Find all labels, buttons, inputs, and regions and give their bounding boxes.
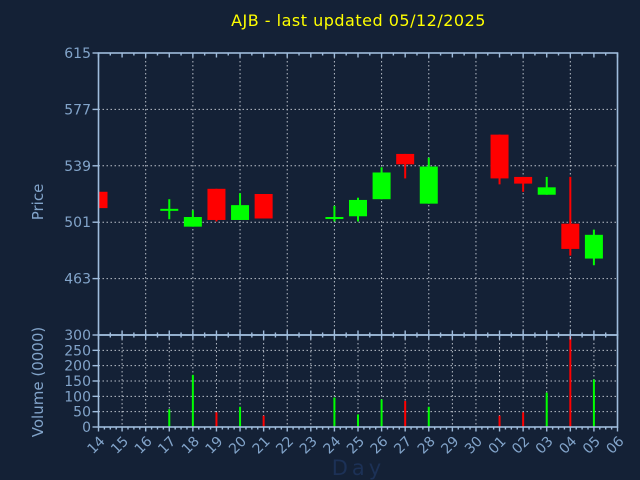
volume-tick-label: 150 (64, 374, 91, 390)
volume-tick-label: 0 (82, 420, 91, 436)
x-tick-label: 22 (273, 434, 297, 458)
price-tick-label: 539 (64, 159, 91, 175)
x-tick-label: 25 (344, 434, 368, 458)
gridlines (98, 53, 618, 427)
x-tick-label: 21 (250, 434, 274, 458)
volume-tick-label: 100 (64, 389, 91, 405)
x-tick-label: 24 (320, 433, 344, 457)
x-tick-label: 19 (202, 434, 226, 458)
candle-body (207, 188, 226, 220)
volume-axis-label: Volume (0000) (29, 326, 47, 438)
price-tick-label: 615 (64, 46, 91, 62)
x-tick-label: 14 (85, 433, 109, 457)
price-tick-label: 463 (64, 272, 91, 288)
x-tick-label: 02 (509, 434, 533, 458)
x-tick-label: 23 (297, 434, 321, 458)
candle-body (349, 199, 367, 217)
chart-title: AJB - last updated 05/12/2025 (231, 11, 486, 30)
candle-body (325, 217, 344, 220)
x-tick-label: 04 (556, 433, 580, 457)
candle-body (537, 187, 556, 195)
price-axis-label: Price (29, 183, 47, 221)
x-tick-label: 01 (486, 434, 510, 458)
price-tick-label: 501 (64, 215, 91, 231)
x-tick-label: 15 (108, 434, 132, 458)
x-tick-label: 17 (155, 434, 179, 458)
x-tick-label: 30 (462, 434, 486, 458)
x-tick-label: 20 (226, 434, 250, 458)
candle-body (231, 205, 250, 220)
volume-tick-label: 50 (73, 405, 91, 421)
volume-tick-label: 200 (64, 359, 91, 375)
x-tick-label: 05 (580, 434, 604, 458)
candle-body (561, 223, 580, 249)
candle-body (396, 153, 415, 165)
volume-bars (168, 336, 595, 427)
x-tick-label: 27 (391, 434, 415, 458)
candle-body (584, 234, 603, 259)
x-tick-label: 06 (604, 433, 628, 457)
tick-marks (92, 52, 619, 432)
candles (98, 134, 603, 266)
x-tick-label: 18 (179, 434, 203, 458)
x-tick-label: 28 (415, 434, 439, 458)
candle-body (254, 194, 273, 219)
x-tick-label: 29 (438, 434, 462, 458)
x-tick-label: 16 (132, 433, 156, 457)
candle-body (490, 134, 509, 179)
candle-body (419, 166, 438, 204)
candle-body (372, 172, 391, 200)
price-tick-label: 577 (64, 102, 91, 118)
volume-tick-label: 250 (64, 343, 91, 359)
candle-body (160, 208, 179, 211)
volume-tick-label: 300 (64, 328, 91, 344)
candle-body (98, 191, 108, 209)
x-tick-label: 26 (368, 433, 392, 457)
candle-body (183, 217, 202, 227)
day-axis-label: Day (331, 456, 386, 480)
x-tick-label: 03 (533, 434, 557, 458)
candle-body (514, 176, 533, 184)
